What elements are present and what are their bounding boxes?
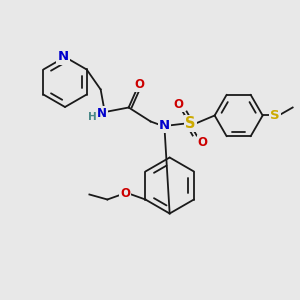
Text: S: S [270, 109, 280, 122]
Text: S: S [185, 116, 196, 131]
Text: N: N [97, 107, 107, 120]
Text: O: O [120, 187, 130, 200]
Text: H: H [88, 112, 97, 122]
Text: N: N [57, 50, 69, 64]
Text: O: O [135, 78, 145, 91]
Text: N: N [159, 119, 170, 132]
Text: O: O [198, 136, 208, 149]
Text: O: O [174, 98, 184, 111]
